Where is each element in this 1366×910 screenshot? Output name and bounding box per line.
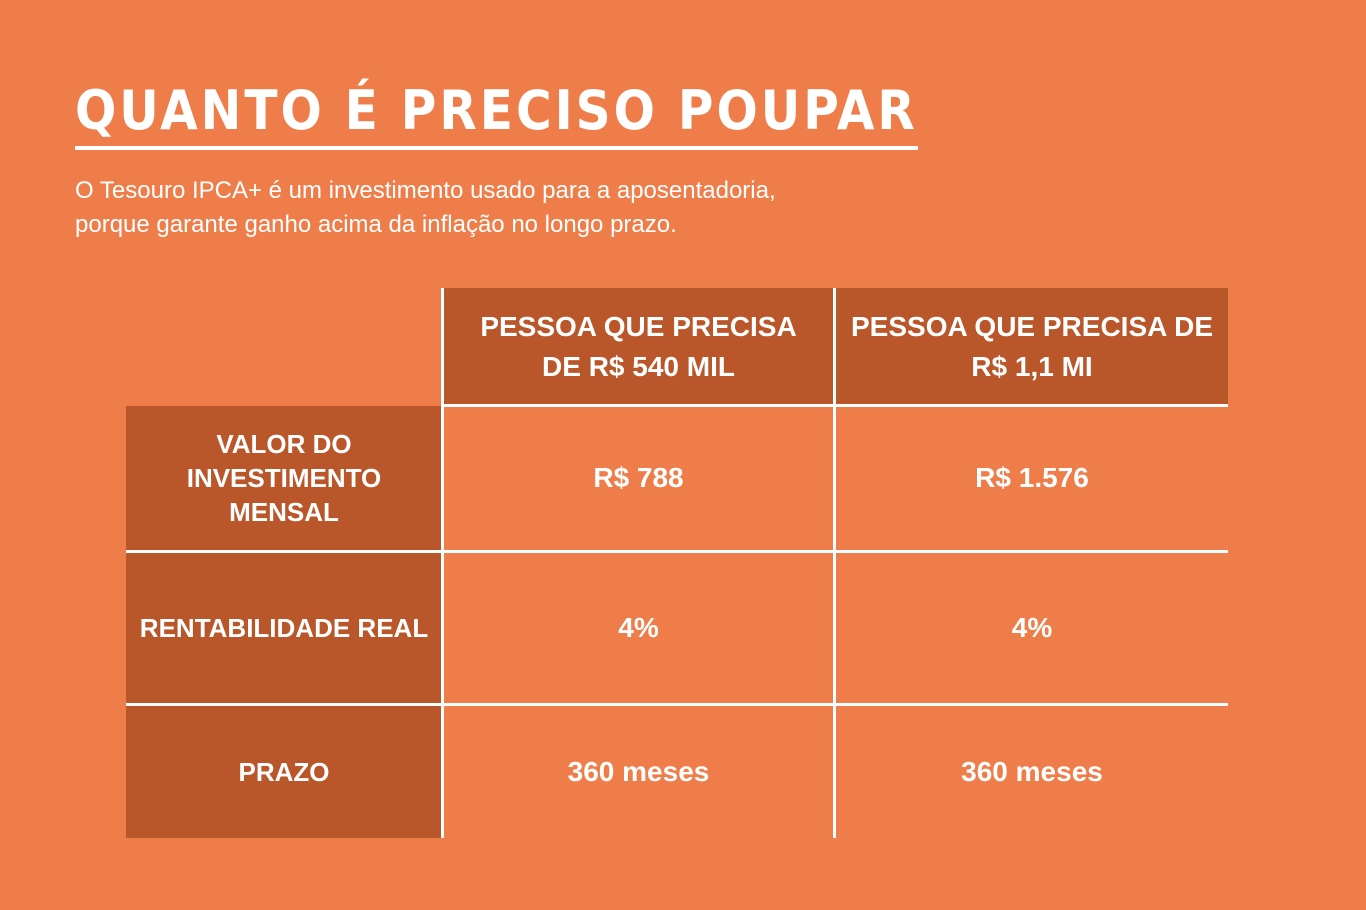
- cell-prazo-1-1: 360 meses: [961, 756, 1103, 787]
- cell-investimento-1-1: R$ 1.576: [975, 462, 1089, 493]
- table-divider-horizontal-3: [126, 703, 1228, 706]
- table-divider-horizontal-2: [126, 550, 1228, 553]
- intro-line-2: porque garante ganho acima da inflação n…: [75, 211, 677, 238]
- cell-rentabilidade-540: 4%: [618, 612, 659, 643]
- row-header-rentabilidade: RENTABILIDADE REAL: [126, 553, 442, 703]
- cell-prazo-540: 360 meses: [567, 756, 710, 787]
- row-header-investimento-mensal: VALOR DO INVESTIMENTO MENSAL: [126, 406, 442, 550]
- intro-text: O Tesouro IPCA+ é um investimento usado …: [75, 174, 975, 242]
- table-divider-horizontal-1: [441, 404, 1228, 407]
- column-header-540-mil: PESSOA QUE PRECISA DE R$ 540 MIL: [444, 288, 833, 406]
- page-title: QUANTO É PRECISO POUPAR: [75, 78, 918, 150]
- intro-line-1: O Tesouro IPCA+ é um investimento usado …: [75, 177, 776, 204]
- column-header-1-1-mi: PESSOA QUE PRECISA DE R$ 1,1 MI: [836, 288, 1228, 406]
- row-header-prazo: PRAZO: [126, 706, 442, 838]
- cell-investimento-540: R$ 788: [593, 462, 684, 493]
- cell-rentabilidade-1-1: 4%: [1011, 612, 1053, 643]
- table-divider-vertical-1: [441, 288, 444, 838]
- table-divider-vertical-2: [833, 288, 836, 838]
